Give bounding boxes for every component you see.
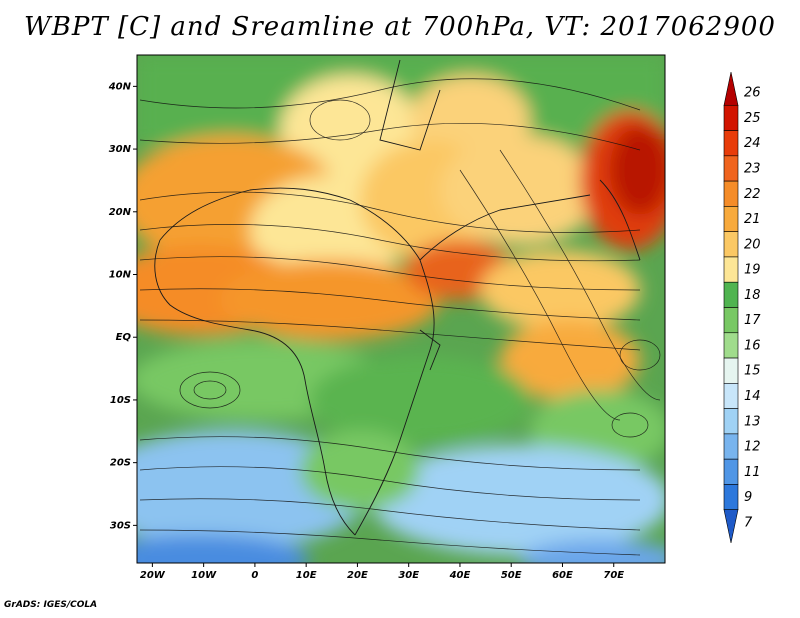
colorbar-label: 24 — [744, 136, 761, 151]
colorbar-segment — [723, 180, 739, 207]
colorbar-label: 22 — [744, 187, 761, 202]
lon-tick-label: 50E — [501, 570, 522, 581]
colorbar-segment — [723, 408, 739, 435]
colorbar-label: 12 — [744, 440, 761, 455]
colorbar-segment — [723, 307, 739, 334]
colorbar-label: 18 — [744, 288, 761, 303]
lat-tick-label: 40N — [108, 81, 132, 92]
colorbar-segment — [723, 130, 739, 157]
lon-tick-label: 40E — [449, 570, 471, 581]
colorbar-label: 21 — [744, 212, 761, 227]
lat-tick-label: 30N — [109, 144, 132, 155]
lon-tick-label: 70E — [603, 570, 624, 581]
colorbar-label: 23 — [744, 161, 761, 176]
colorbar-segment — [723, 155, 739, 182]
lon-tick-label: 20W — [140, 570, 166, 581]
colorbar-segment — [723, 332, 739, 359]
colorbar-label: 19 — [744, 263, 761, 278]
lon-tick-label: 20E — [347, 570, 368, 581]
colorbar: 26 25 24 23 22 21 20 19 18 17 16 15 14 13 12 11 9 7 — [723, 71, 761, 544]
lon-tick-label: 60E — [552, 570, 573, 581]
colorbar-label: 16 — [744, 338, 761, 353]
colorbar-label: 20 — [744, 237, 761, 252]
colorbar-segment — [723, 383, 739, 409]
lat-tick-label: 30S — [110, 520, 131, 531]
map-frame — [136, 54, 666, 564]
colorbar-segment — [723, 256, 739, 283]
lon-tick-label: 10E — [296, 570, 317, 581]
lat-tick-label: 10N — [109, 270, 132, 281]
colorbar-segment — [723, 206, 739, 232]
colorbar-label: 9 — [744, 490, 752, 505]
credit-text: GrADS: IGES/COLA — [4, 600, 98, 610]
lat-tick-label: EQ — [116, 332, 132, 343]
latitude-axis: 40N 30N 20N 10N EQ 10S 20S 30S — [108, 81, 137, 531]
wbpt-field — [137, 55, 665, 563]
colorbar-label: 17 — [744, 313, 761, 328]
colorbar-segment — [723, 484, 739, 511]
colorbar-segment — [723, 509, 739, 544]
colorbar-label: 15 — [744, 364, 761, 379]
lat-tick-label: 10S — [110, 395, 131, 406]
streamlines — [139, 78, 661, 556]
colorbar-segment — [723, 433, 739, 460]
coastlines — [154, 59, 641, 536]
map-title: WBPT [C] and Sreamline at 700hPa, VT: 20… — [24, 12, 776, 42]
colorbar-label: 13 — [744, 414, 761, 429]
lon-tick-label: 10W — [191, 570, 217, 581]
colorbar-label: 25 — [744, 111, 761, 126]
colorbar-label: 7 — [744, 515, 753, 530]
longitude-axis: 20W 10W 0 10E 20E 30E 40E 50E 60E 70E — [140, 563, 624, 581]
colorbar-segment — [723, 458, 739, 485]
lon-tick-label: 0 — [251, 570, 258, 581]
colorbar-segment — [723, 71, 739, 106]
colorbar-label: 26 — [744, 86, 761, 101]
lon-tick-label: 30E — [398, 570, 419, 581]
lat-tick-label: 20N — [109, 207, 132, 218]
colorbar-segment — [723, 357, 739, 384]
colorbar-segment — [723, 231, 739, 258]
colorbar-segment — [723, 104, 739, 131]
lat-tick-label: 20S — [110, 458, 131, 469]
colorbar-segment — [723, 281, 739, 308]
colorbar-label: 11 — [744, 465, 761, 480]
colorbar-label: 14 — [744, 389, 761, 404]
